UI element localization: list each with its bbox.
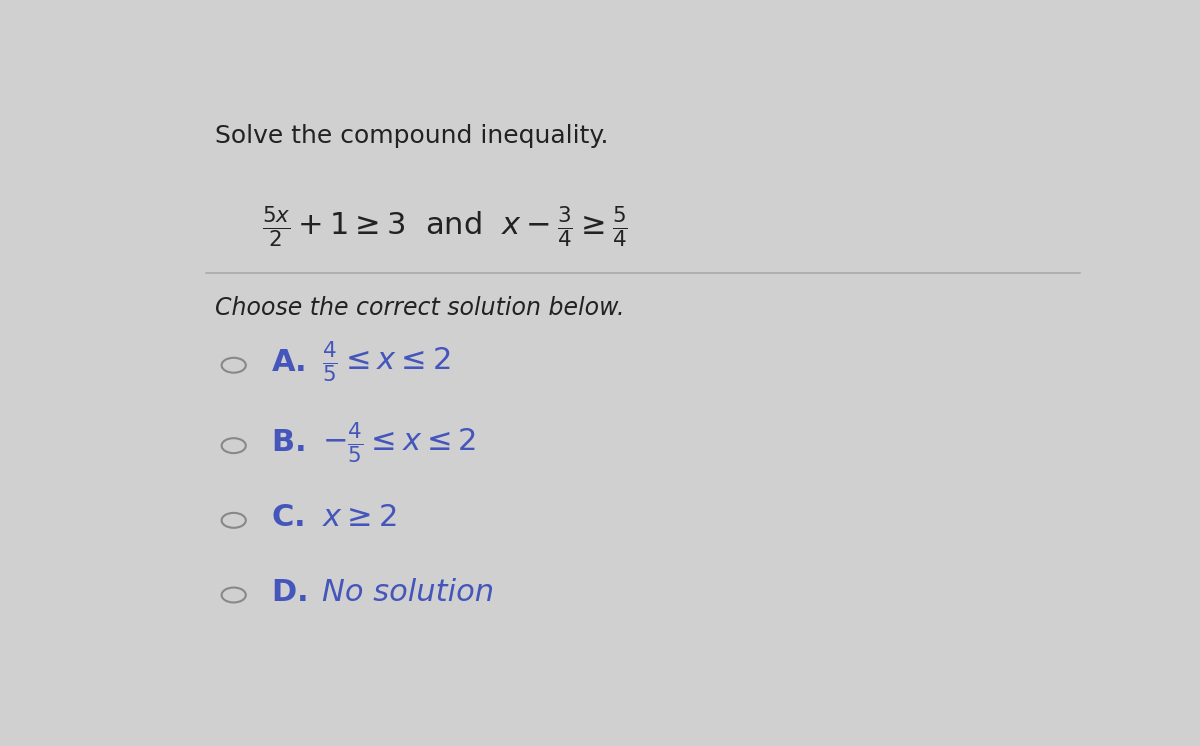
Text: $\frac{4}{5}\leq x\leq 2$: $\frac{4}{5}\leq x\leq 2$ (322, 339, 451, 385)
Text: $\frac{5x}{2}+1\geq3$  and  $x-\frac{3}{4}\geq\frac{5}{4}$: $\frac{5x}{2}+1\geq3$ and $x-\frac{3}{4}… (262, 204, 628, 250)
Text: Choose the correct solution below.: Choose the correct solution below. (215, 296, 625, 320)
Text: $-\frac{4}{5}\leq x\leq 2$: $-\frac{4}{5}\leq x\leq 2$ (322, 420, 476, 466)
Text: No solution: No solution (322, 577, 494, 606)
Text: $\mathbf{A.}$: $\mathbf{A.}$ (271, 348, 305, 377)
Text: Solve the compound inequality.: Solve the compound inequality. (215, 124, 608, 148)
Text: $x\geq 2$: $x\geq 2$ (322, 503, 397, 532)
Text: $\mathbf{C.}$: $\mathbf{C.}$ (271, 503, 304, 532)
Text: $\mathbf{B.}$: $\mathbf{B.}$ (271, 428, 305, 457)
Text: $\mathbf{D.}$: $\mathbf{D.}$ (271, 577, 307, 606)
